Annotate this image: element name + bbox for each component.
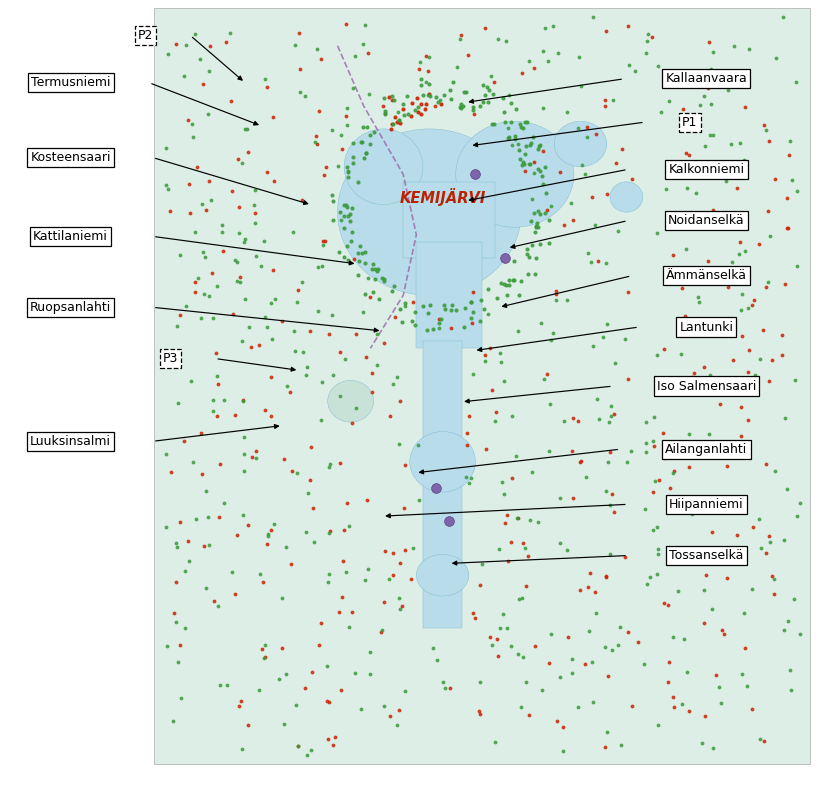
Ellipse shape [344, 129, 423, 205]
Text: Tossanselkä: Tossanselkä [669, 549, 744, 562]
Ellipse shape [455, 121, 574, 227]
Text: P3: P3 [163, 352, 178, 365]
Bar [423, 340, 462, 628]
Text: Kallaanvaara: Kallaanvaara [666, 72, 747, 85]
Ellipse shape [610, 182, 643, 212]
Text: Noidanselkä: Noidanselkä [668, 214, 745, 227]
Bar [403, 182, 495, 258]
Bar [154, 8, 810, 764]
Ellipse shape [554, 121, 607, 167]
Bar [416, 243, 482, 348]
Ellipse shape [337, 129, 521, 296]
Text: Luuksinsalmi: Luuksinsalmi [30, 435, 111, 448]
Ellipse shape [327, 381, 374, 422]
Text: Lantunki: Lantunki [680, 321, 733, 333]
Text: Termusniemi: Termusniemi [31, 76, 111, 89]
Text: P2: P2 [138, 29, 153, 42]
Text: P1: P1 [682, 116, 697, 128]
Text: Ämmänselkä: Ämmänselkä [666, 269, 747, 282]
Ellipse shape [416, 555, 469, 596]
Ellipse shape [410, 432, 475, 492]
Text: Hiipanniemi: Hiipanniemi [669, 498, 744, 511]
Text: KEMIJÄRVI: KEMIJÄRVI [400, 188, 486, 206]
Text: Kosteensaari: Kosteensaari [31, 151, 111, 164]
Text: Iso Salmensaari: Iso Salmensaari [656, 380, 756, 392]
Text: Ruopsanlahti: Ruopsanlahti [30, 301, 111, 314]
Text: Ailanganlahti: Ailanganlahti [666, 443, 747, 455]
Text: Kattilaniemi: Kattilaniemi [33, 230, 108, 243]
Text: Kalkonniemi: Kalkonniemi [668, 163, 745, 176]
